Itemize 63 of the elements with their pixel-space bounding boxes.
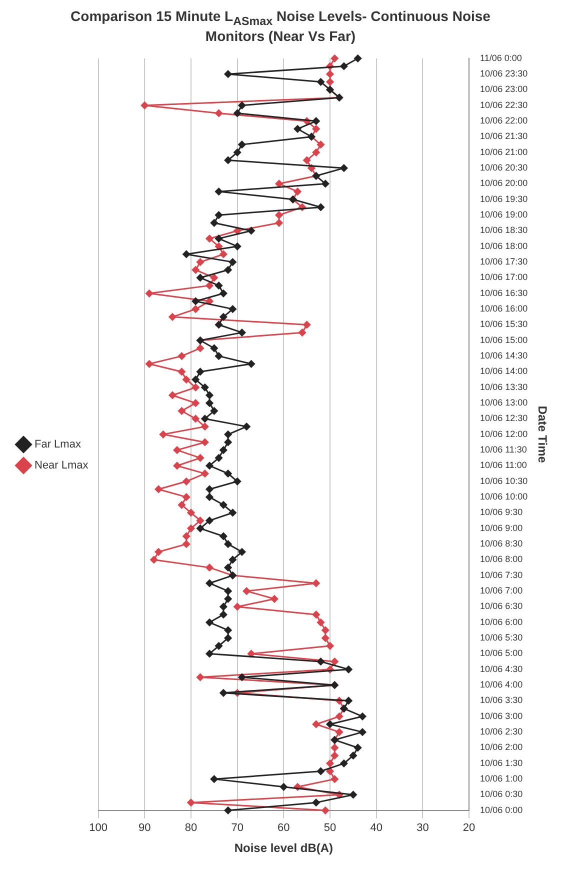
legend-label: Near Lmax: [34, 459, 89, 472]
y-tick-label: 10/06 4:00: [480, 679, 523, 690]
x-axis-title: Noise level dB(A): [234, 840, 334, 855]
y-tick-label: 10/06 5:00: [480, 648, 523, 658]
x-tick-label: 80: [184, 822, 198, 834]
y-tick-label: 10/06 7:30: [480, 570, 523, 580]
y-tick-label: 10/06 0:00: [480, 804, 523, 815]
y-tick-label: 10/06 19:00: [480, 209, 528, 220]
y-tick-label: 10/06 9:30: [480, 507, 523, 518]
y-tick-label: 10/06 23:30: [480, 68, 528, 78]
y-tick-label: 10/06 17:30: [480, 256, 528, 266]
y-tick-label: 10/06 21:00: [480, 146, 528, 157]
x-tick-label: 100: [89, 822, 108, 834]
x-tick-label: 50: [324, 822, 336, 834]
y-tick-label: 10/06 16:00: [480, 303, 528, 314]
y-tick-label: 10/06 4:30: [480, 664, 523, 674]
x-tick-label: 60: [278, 822, 290, 834]
y-tick-label: 10/06 20:30: [480, 162, 528, 172]
x-tick-label: 30: [416, 822, 429, 834]
y-tick-label: 10/06 22:30: [480, 100, 528, 110]
x-tick-label: 20: [462, 822, 476, 834]
y-tick-label: 10/06 13:30: [480, 382, 528, 392]
y-tick-label: 10/06 8:30: [480, 538, 523, 548]
y-tick-label: 10/06 1:00: [480, 773, 523, 784]
y-tick-label: 10/06 22:00: [480, 115, 528, 126]
y-tick-label: 10/06 18:00: [480, 240, 528, 251]
y-tick-label: 10/06 16:30: [480, 288, 528, 298]
x-tick-label: 40: [370, 822, 382, 834]
y-tick-label: 10/06 13:00: [480, 397, 528, 408]
y-tick-label: 10/06 11:30: [480, 444, 527, 454]
y-tick-label: 10/06 7:00: [480, 585, 523, 596]
x-tick-label: 70: [231, 822, 244, 834]
y-tick-label: 10/06 5:30: [480, 632, 523, 642]
y-tick-label: 10/06 6:30: [480, 601, 523, 612]
y-tick-label: 10/06 3:30: [480, 695, 523, 706]
y-tick-label: 10/06 19:30: [480, 194, 528, 204]
y-tick-label: 10/06 12:00: [480, 428, 528, 439]
y-tick-label: 10/06 2:30: [480, 726, 523, 736]
y-tick-label: 10/06 10:30: [480, 476, 528, 486]
y-tick-label: 10/06 23:00: [480, 84, 528, 94]
y-tick-label: 10/06 10:00: [480, 491, 528, 502]
y-tick-label: 10/06 12:30: [480, 413, 528, 424]
y-tick-label: 10/06 1:30: [480, 758, 523, 768]
y-tick-label: 10/06 11:00: [480, 460, 527, 470]
y-tick-label: 10/06 2:00: [480, 742, 523, 752]
y-tick-label: 10/06 9:00: [480, 522, 523, 533]
legend-label: Far Lmax: [34, 438, 82, 450]
y-tick-label: 10/06 6:00: [480, 616, 523, 627]
chart-title: Comparison 15 Minute L$_{ASmax}$ Noise Levels- Continuous Noise Monitors (Near Vs Far): [70, 8, 492, 46]
y-tick-label: 10/06 15:00: [480, 334, 528, 345]
y-tick-label: 10/06 8:00: [480, 554, 523, 564]
y-tick-label: 10/06 0:30: [480, 789, 523, 800]
y-tick-label: 10/06 14:30: [480, 350, 528, 360]
x-tick-label: 90: [138, 822, 151, 834]
y-axis-title: Date Time: [535, 406, 550, 464]
y-tick-label: 10/06 21:30: [480, 131, 528, 142]
y-tick-label: 10/06 17:00: [480, 272, 528, 282]
y-tick-label: 10/06 3:00: [480, 710, 523, 721]
y-tick-label: 10/06 15:30: [480, 319, 528, 330]
y-tick-label: 10/06 14:00: [480, 366, 528, 376]
y-tick-label: 10/06 20:00: [480, 178, 528, 188]
y-tick-label: 11/06 0:00: [480, 52, 522, 63]
y-tick-label: 10/06 18:30: [480, 225, 528, 236]
